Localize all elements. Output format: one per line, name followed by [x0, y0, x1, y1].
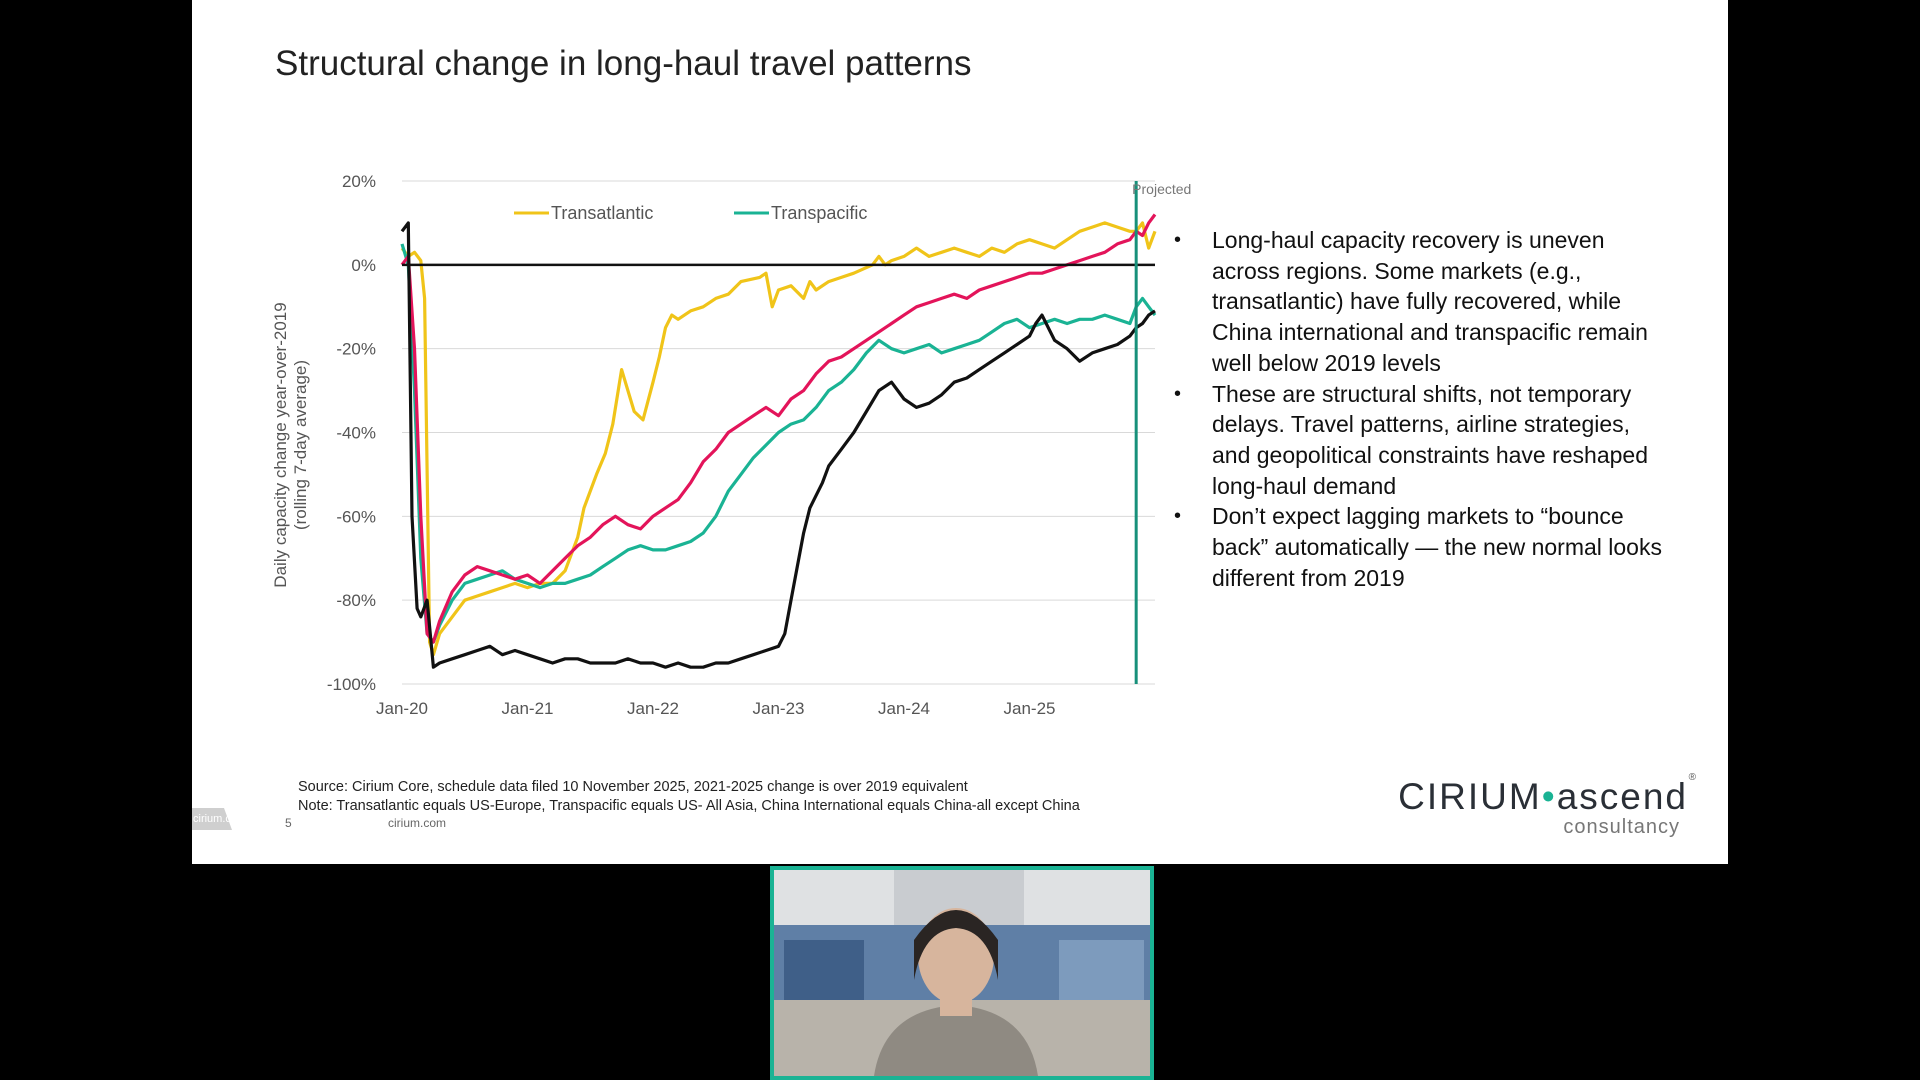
y-axis-tick-labels: 20% 0% -20% -40% -60% -80% -100% [327, 172, 376, 694]
footer-tab [192, 808, 232, 830]
y-tick-label: 20% [342, 172, 376, 191]
brand-part2: ascend [1556, 776, 1688, 817]
footer-tab-text: cirium.com [193, 813, 247, 825]
participant-video-tile[interactable] [770, 866, 1154, 1080]
x-tick-label: Jan-23 [753, 699, 805, 718]
brand-part1: CIRIUM [1398, 776, 1542, 817]
bullet-list: • Long-haul capacity recovery is uneven a… [1174, 225, 1662, 593]
projected-label: Projected [1132, 181, 1191, 197]
chart-series-lines [400, 213, 1157, 669]
projected-marker: Projected [1132, 181, 1191, 684]
registered-mark: ® [1688, 772, 1696, 783]
bullet-item: • Long-haul capacity recovery is uneven a… [1174, 225, 1662, 379]
x-tick-label: Jan-20 [376, 699, 428, 718]
y-tick-label: -40% [336, 424, 376, 443]
bullet-dot: • [1174, 229, 1182, 251]
participant-video-image [774, 870, 1150, 1076]
cirium-ascend-logo: CIRIUM•ascend consultancy ® [1376, 772, 1696, 846]
y-axis-label: Daily capacity change year-over-2019 (rol… [271, 302, 310, 587]
slide-title: Structural change in long-haul travel pa… [275, 44, 972, 83]
x-tick-label: Jan-21 [502, 699, 554, 718]
bullet-text: Long-haul capacity recovery is uneven ac… [1212, 227, 1648, 376]
x-tick-label: Jan-25 [1004, 699, 1056, 718]
x-tick-label: Jan-24 [878, 699, 930, 718]
series-line [400, 221, 1157, 657]
brand-separator: • [1541, 776, 1557, 817]
y-tick-label: -100% [327, 675, 376, 694]
bullet-text: Don’t expect lagging markets to “bounce … [1212, 503, 1662, 591]
legend-label: Transatlantic [551, 203, 653, 223]
bullet-item: • These are structural shifts, not tempor… [1174, 379, 1662, 502]
x-axis-tick-labels: Jan-20 Jan-21 Jan-22 Jan-23 Jan-24 Jan-25 [376, 699, 1055, 718]
y-tick-label: -20% [336, 340, 376, 359]
capacity-line-chart: 20%0%-20%-40%-60%-80%-100% Jan-20 Jan-21 J… [271, 172, 1191, 718]
chart-legend: Transatlantic Transpacific [514, 203, 867, 223]
x-tick-label: Jan-22 [627, 699, 679, 718]
series-line [400, 221, 1156, 669]
footer-site: cirium.com [388, 816, 447, 830]
definition-note: Note: Transatlantic equals US-Europe, Tr… [298, 798, 1080, 814]
y-axis-label-line1: Daily capacity change year-over-2019 [271, 302, 290, 587]
source-note: Source: Cirium Core, schedule data filed… [298, 779, 968, 795]
bullet-text: These are structural shifts, not tempora… [1212, 380, 1649, 499]
bullet-dot: • [1174, 382, 1182, 405]
bullet-item: • Don’t expect lagging markets to “bounce… [1174, 501, 1662, 593]
y-tick-label: 0% [351, 256, 376, 275]
y-axis-label-line2: (rolling 7-day average) [291, 360, 310, 530]
bullet-dot: • [1174, 505, 1182, 528]
y-tick-label: -80% [336, 591, 376, 610]
brand-wordmark: CIRIUM•ascend [1398, 776, 1688, 818]
legend-label: Transpacific [771, 203, 867, 223]
y-tick-label: -60% [336, 507, 376, 526]
series-line [400, 213, 1157, 644]
brand-subtitle: consultancy [1563, 816, 1680, 838]
page-number: 5 [285, 816, 292, 830]
presentation-slide: Structural change in long-haul travel pa… [192, 0, 1728, 864]
